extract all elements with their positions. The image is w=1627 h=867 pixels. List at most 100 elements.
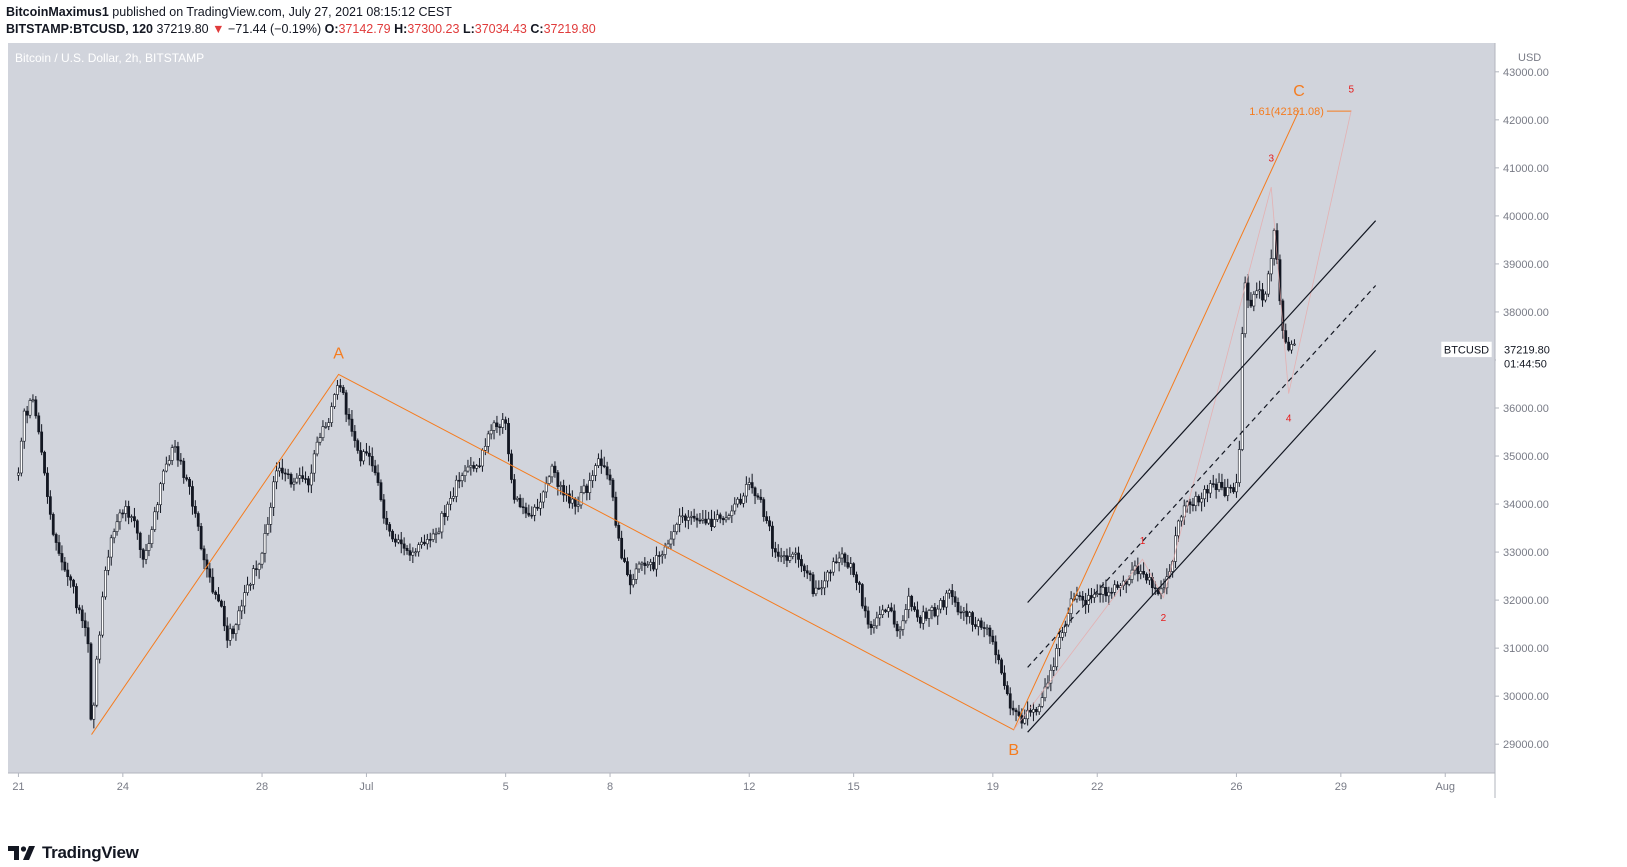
- plot-area[interactable]: [8, 43, 1495, 773]
- candle-body: [263, 533, 267, 554]
- candle-body: [109, 537, 113, 558]
- candle: [637, 561, 641, 573]
- candle-body: [820, 587, 824, 590]
- candle-body: [573, 498, 577, 507]
- candle: [228, 623, 232, 646]
- candle-body: [1095, 593, 1099, 595]
- candle-body: [1287, 341, 1291, 351]
- candle-body: [51, 514, 55, 535]
- candle: [1092, 588, 1096, 603]
- candle-body: [585, 485, 589, 493]
- candle-body: [559, 485, 563, 487]
- wave-count-4: 4: [1286, 414, 1292, 425]
- candle: [394, 533, 397, 547]
- candle: [124, 500, 128, 522]
- candle: [797, 546, 800, 568]
- candle-body: [1034, 709, 1038, 713]
- tradingview-logo-icon: [8, 846, 35, 860]
- candle-body: [1252, 293, 1256, 307]
- candle-body: [1240, 333, 1244, 450]
- candle-body: [628, 574, 632, 586]
- candle-body: [707, 518, 711, 524]
- candle: [945, 590, 948, 615]
- candle-body: [640, 562, 644, 565]
- candle: [570, 490, 574, 509]
- candle: [582, 479, 586, 495]
- candle-body: [959, 611, 963, 614]
- footer-brand[interactable]: TradingView: [42, 843, 139, 862]
- candle: [756, 493, 760, 500]
- wave-label-a: A: [333, 345, 344, 362]
- candle-body: [655, 555, 658, 570]
- candle-body: [135, 520, 139, 534]
- candle-body: [121, 512, 125, 515]
- candle-body: [991, 635, 995, 643]
- candle: [689, 511, 693, 525]
- candle-body: [414, 551, 418, 554]
- candle: [715, 509, 719, 523]
- candle-body: [1206, 489, 1209, 494]
- price-axis[interactable]: [1495, 43, 1567, 798]
- candle: [40, 424, 44, 456]
- candle: [327, 418, 331, 431]
- candle-body: [971, 612, 974, 625]
- candle: [884, 608, 887, 614]
- candle-body: [863, 605, 867, 612]
- candle: [1145, 572, 1148, 584]
- candle-body: [217, 594, 220, 602]
- wave-count-1: 1: [1140, 536, 1146, 547]
- candle-body: [646, 564, 650, 566]
- candle: [289, 472, 293, 488]
- candle: [892, 604, 896, 628]
- candle: [1261, 283, 1264, 307]
- x-tick-label: 28: [256, 781, 268, 793]
- candle-body: [25, 410, 29, 416]
- candle-body: [359, 450, 363, 462]
- candle-body: [382, 499, 386, 519]
- candle: [1081, 591, 1085, 606]
- chart-header: BitcoinMaximus1 published on TradingView…: [6, 4, 1606, 38]
- candle: [243, 584, 247, 614]
- author-name[interactable]: BitcoinMaximus1: [6, 5, 109, 19]
- candle-body: [715, 514, 719, 520]
- candle-body: [202, 548, 206, 561]
- candle-body: [860, 584, 864, 607]
- candle-body: [214, 591, 218, 595]
- candle: [489, 424, 493, 440]
- candle: [510, 449, 513, 484]
- candle-body: [356, 440, 360, 451]
- candle-body: [1243, 282, 1247, 335]
- candle: [57, 534, 61, 556]
- candle-body: [327, 422, 331, 427]
- candle: [159, 481, 162, 514]
- ohlc-line: BITSTAMP:BTCUSD, 120 37219.80 ▼ −71.44 (…: [6, 21, 1606, 38]
- candle-body: [669, 538, 673, 545]
- candle: [315, 436, 319, 457]
- candle-body: [80, 609, 84, 622]
- candle-body: [1063, 624, 1067, 633]
- candle-body: [837, 557, 841, 563]
- candle: [953, 591, 957, 608]
- candle-body: [895, 623, 899, 632]
- candle-body: [550, 465, 554, 478]
- candle: [423, 534, 426, 546]
- candle: [814, 580, 818, 597]
- candle-body: [1208, 483, 1212, 494]
- candle-body: [541, 491, 545, 503]
- candle: [962, 607, 966, 621]
- candle-body: [512, 479, 516, 500]
- candle: [457, 472, 461, 489]
- candle: [742, 492, 745, 508]
- candle-body: [753, 487, 757, 497]
- price-chart[interactable]: Bitcoin / U.S. Dollar, 2h, BITSTAMP USD …: [0, 0, 1627, 835]
- candle: [869, 620, 873, 635]
- candle-body: [34, 399, 38, 417]
- candle-body: [278, 467, 281, 472]
- candle: [428, 532, 432, 548]
- candle: [631, 573, 635, 588]
- candle: [43, 450, 46, 476]
- candle: [202, 545, 206, 570]
- candle: [1165, 568, 1169, 595]
- candle: [599, 449, 603, 474]
- candle: [974, 616, 977, 630]
